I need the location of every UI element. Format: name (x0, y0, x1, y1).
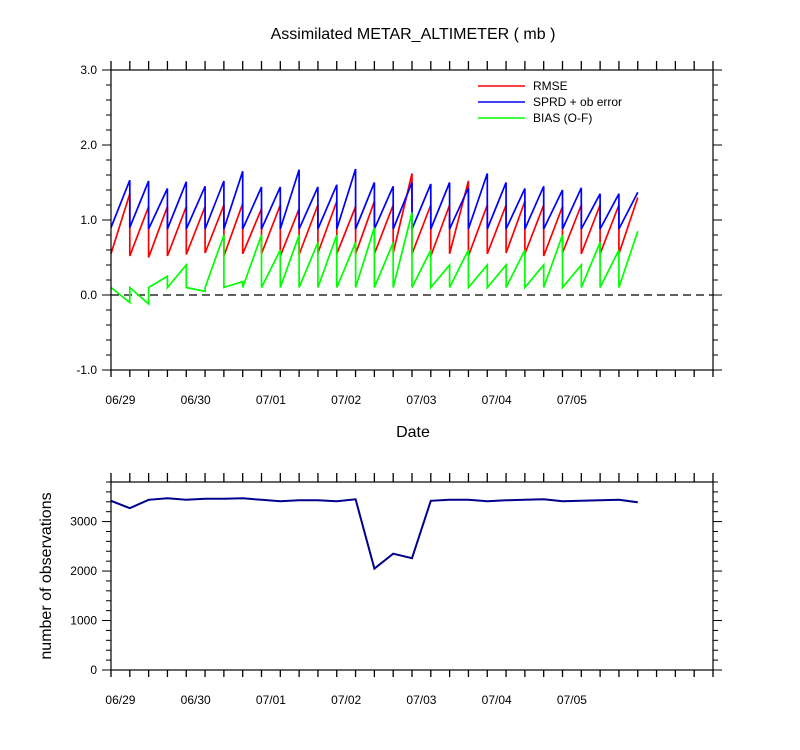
y-axis-title: number of observations (38, 492, 55, 659)
x-tick-label: 06/30 (181, 693, 211, 707)
x-tick-label: 07/02 (331, 693, 361, 707)
y-tick-label: -1.0 (76, 363, 97, 377)
bottom-y-ticks: 0 1000 2000 3000 (70, 481, 722, 677)
x-tick-label: 07/04 (482, 393, 512, 407)
y-tick-label: 2000 (70, 564, 97, 578)
bottom-plot-frame (110, 481, 714, 671)
chart-title: Assimilated METAR_ALTIMETER ( mb ) (271, 26, 556, 43)
bottom-x-ticks: 06/29 06/30 07/01 07/02 07/03 07/04 07/05 (105, 473, 714, 707)
x-tick-label: 07/05 (557, 393, 587, 407)
y-tick-label: 3.0 (80, 63, 97, 77)
series-line-number-of-observations (110, 497, 638, 571)
top-chart: Assimilated METAR_ALTIMETER ( mb ) -1.0 0… (76, 26, 722, 441)
x-tick-label: 07/05 (557, 693, 587, 707)
x-axis-title: Date (396, 424, 430, 441)
y-tick-label: 2.0 (80, 138, 97, 152)
y-tick-label: 1.0 (80, 213, 97, 227)
top-y-ticks: -1.0 0.0 1.0 2.0 3.0 (76, 63, 722, 377)
y-tick-label: 0.0 (80, 288, 97, 302)
y-tick-label: 0 (90, 663, 97, 677)
x-tick-label: 07/03 (406, 393, 436, 407)
x-tick-label: 06/30 (181, 393, 211, 407)
series-line-bias-o-f (110, 212, 639, 306)
legend-label-rmse: RMSE (533, 79, 568, 93)
x-tick-label: 07/01 (256, 393, 286, 407)
y-tick-label: 3000 (70, 515, 97, 529)
x-tick-label: 07/03 (406, 693, 436, 707)
legend-label-sprd: SPRD + ob error (533, 95, 622, 109)
y-tick-label: 1000 (70, 614, 97, 628)
top-x-ticks: 06/29 06/30 07/01 07/02 07/03 07/04 07/05 (105, 61, 714, 407)
legend-label-bias: BIAS (O-F) (533, 111, 592, 125)
series-line-sprd-ob-error (110, 168, 639, 230)
bottom-series (110, 497, 638, 571)
x-tick-label: 07/01 (256, 693, 286, 707)
x-tick-label: 07/02 (331, 393, 361, 407)
x-tick-label: 06/29 (105, 693, 135, 707)
x-tick-label: 06/29 (105, 393, 135, 407)
top-series (110, 168, 639, 306)
x-tick-label: 07/04 (482, 693, 512, 707)
legend: RMSE SPRD + ob error BIAS (O-F) (478, 79, 622, 125)
